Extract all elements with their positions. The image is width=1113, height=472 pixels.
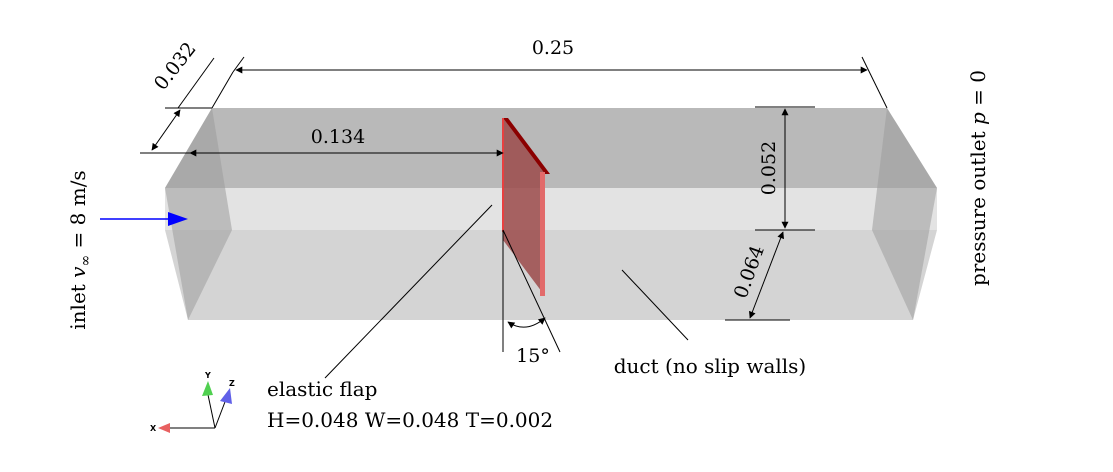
- duct-inlet-face: [165, 108, 232, 320]
- y-axis-arrow-icon: [202, 381, 213, 396]
- duct: [165, 108, 937, 320]
- inlet-depth-label: 0.032: [150, 38, 201, 94]
- upper-height-label: 0.052: [758, 141, 780, 195]
- dimension-upper-height: 0.052: [755, 106, 815, 231]
- flap-angle-label: 15°: [516, 345, 550, 367]
- inlet-label: inlet v∞ = 8 m/s: [66, 170, 94, 329]
- duct-annotation: duct (no slip walls): [614, 269, 806, 378]
- dimension-flap-angle: 15°: [502, 229, 561, 367]
- x-axis-arrow-icon: [158, 423, 170, 433]
- duct-top-face: [165, 108, 937, 188]
- inlet-arrow-icon: [168, 212, 188, 226]
- duct-floor: [165, 230, 937, 320]
- dimension-flap-position: 0.134: [189, 126, 504, 157]
- y-axis-label: Y: [204, 371, 211, 380]
- x-axis-label: X: [150, 424, 157, 433]
- flap-annotation: elastic flap H=0.048 W=0.048 T=0.002: [267, 204, 553, 432]
- flap-dims-label: H=0.048 W=0.048 T=0.002: [267, 408, 553, 432]
- flap-position-label: 0.134: [311, 126, 365, 148]
- z-axis-label: Z: [229, 379, 235, 388]
- duct-back-wall: [165, 188, 937, 230]
- flap-side-edge: [540, 172, 545, 296]
- duct-outlet-face: [872, 108, 937, 320]
- dimension-length: 0.25: [211, 37, 888, 109]
- flap-top-edge: [503, 118, 550, 174]
- duct-label: duct (no slip walls): [614, 354, 806, 378]
- outlet-label: pressure outlet p = 0: [966, 70, 990, 286]
- axis-triad: X Y Z: [150, 371, 235, 433]
- flap-title-label: elastic flap: [267, 377, 377, 401]
- length-label: 0.25: [532, 37, 574, 59]
- inlet: inlet v∞ = 8 m/s: [66, 170, 188, 330]
- z-axis-arrow-icon: [220, 388, 232, 404]
